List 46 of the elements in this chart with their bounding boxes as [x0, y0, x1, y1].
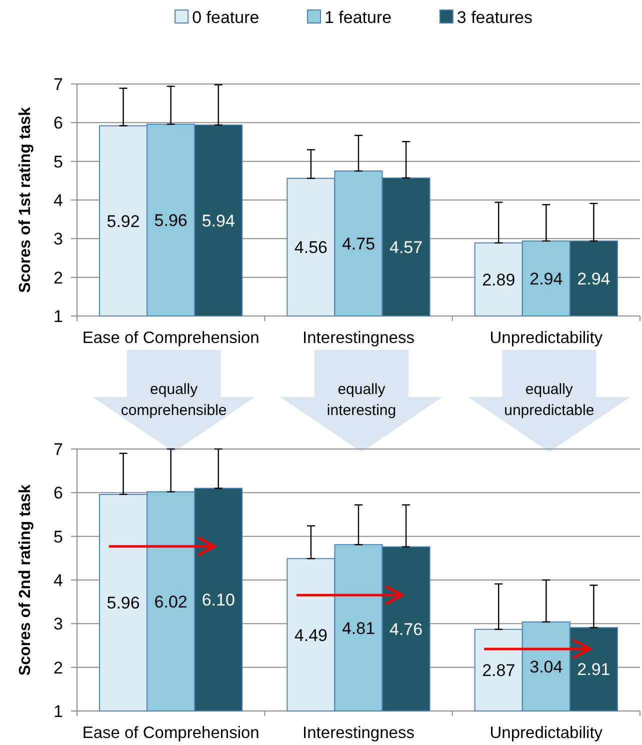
data-label: 4.56 — [294, 238, 328, 258]
data-label: 4.81 — [342, 618, 376, 638]
legend-label: 3 features — [456, 8, 533, 27]
y-axis-title: Scores of 1st rating task — [17, 106, 34, 293]
x-tick-label: Ease of Comprehension — [82, 329, 260, 347]
y-tick-label: 7 — [54, 440, 63, 459]
data-label: 2.94 — [530, 269, 563, 288]
x-tick-label: Ease of Comprehension — [82, 724, 260, 742]
legend-label: 0 feature — [192, 8, 260, 27]
y-axis-title: Scores of 2nd rating task — [17, 484, 34, 676]
data-label: 2.87 — [482, 661, 516, 680]
y-tick-label: 6 — [54, 484, 63, 503]
data-label: 3.04 — [530, 657, 563, 676]
text: equally comprehensible — [120, 381, 227, 419]
y-tick-label: 7 — [54, 74, 63, 94]
x-tick-label: Interestingness — [302, 329, 414, 347]
y-tick-label: 6 — [54, 114, 63, 133]
y-tick-label: 4 — [54, 570, 63, 590]
y-tick-label: 1 — [54, 306, 63, 326]
x-tick-label: Interestingness — [302, 724, 414, 742]
data-label: 4.75 — [342, 234, 376, 254]
y-tick-label: 3 — [54, 230, 63, 249]
x-tick-label: Unpredictability — [490, 724, 604, 742]
text: equally unpredictable — [504, 381, 594, 419]
data-label: 4.76 — [389, 620, 423, 639]
data-label: 5.96 — [154, 211, 188, 230]
data-label: 5.96 — [106, 594, 140, 613]
y-tick-label: 4 — [54, 190, 63, 210]
y-tick-label: 1 — [54, 702, 63, 721]
y-tick-label: 5 — [54, 527, 63, 546]
y-tick-label: 5 — [54, 152, 63, 172]
data-label: 6.10 — [202, 590, 235, 610]
data-label: 4.57 — [389, 238, 423, 257]
data-label: 2.94 — [577, 269, 610, 288]
data-label: 6.02 — [154, 592, 188, 612]
data-label: 5.94 — [202, 211, 235, 230]
y-tick-label: 3 — [54, 614, 63, 634]
data-label: 2.89 — [482, 270, 516, 290]
data-label: 4.49 — [294, 626, 328, 645]
legend-label: 1 feature — [324, 8, 392, 27]
text: equally interesting — [326, 381, 396, 419]
x-tick-label: Unpredictability — [490, 329, 604, 347]
y-tick-label: 2 — [54, 658, 63, 678]
data-label: 2.91 — [577, 660, 610, 680]
y-tick-label: 2 — [54, 268, 63, 288]
data-label: 5.92 — [106, 212, 140, 231]
